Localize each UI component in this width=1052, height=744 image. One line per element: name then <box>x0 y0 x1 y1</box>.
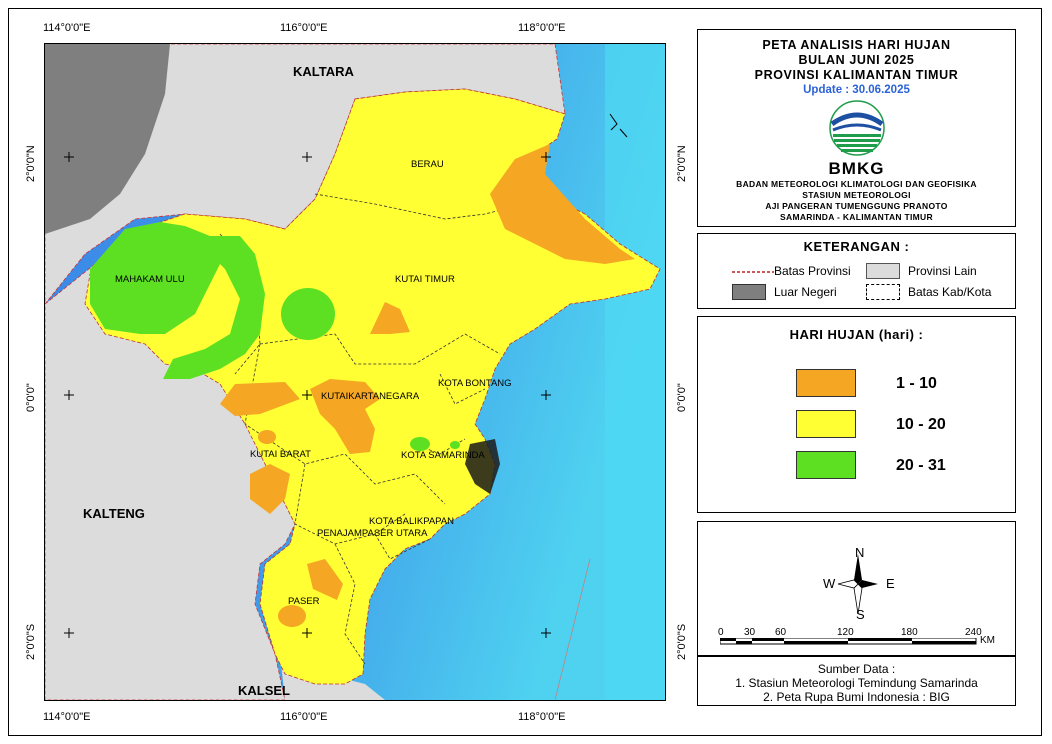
title-line-1: PETA ANALISIS HARI HUJAN <box>762 38 951 52</box>
rain-legend-title: HARI HUJAN (hari) : <box>789 327 924 342</box>
batas-kab-swatch <box>866 284 900 300</box>
mahakam-delta <box>465 439 500 494</box>
label-penajam-paser-utara: PENAJAMPASER UTARA <box>317 528 428 539</box>
scale-tick-120: 120 <box>837 627 854 638</box>
coord-right-2: 0°0'0" <box>676 383 688 412</box>
scale-tick-0: 0 <box>718 627 724 638</box>
compass-e: E <box>886 576 895 591</box>
grid-crosses <box>64 152 551 638</box>
bmkg-wordmark: BMKG <box>828 159 885 178</box>
scale-tick-180: 180 <box>901 627 918 638</box>
batas-provinsi-symbol <box>732 271 774 273</box>
sea-shallow <box>605 44 665 700</box>
coord-top-2: 116°0'0"E <box>280 22 328 34</box>
coord-top-3: 118°0'0"E <box>518 22 566 34</box>
label-kutai-timur: KUTAI TIMUR <box>395 274 455 285</box>
rain-zone-kubar-north <box>220 382 300 416</box>
foreign-area <box>45 44 170 234</box>
islands <box>609 113 628 138</box>
coord-right-3: 2°0'0"S <box>676 623 688 660</box>
rain-zone-samarinda-small <box>450 441 460 449</box>
rain-class-2-swatch <box>796 410 856 438</box>
compass-w: W <box>823 576 836 591</box>
rain-zone-samarinda <box>410 437 430 451</box>
org-line-3: AJI PANGERAN TUMENGGUNG PRANOTO <box>765 201 948 211</box>
label-kutai-barat: KUTAI BARAT <box>250 449 311 460</box>
source-line-2: 2. Peta Rupa Bumi Indonesia : BIG <box>763 690 950 704</box>
source-line-1: 1. Stasiun Meteorologi Temindung Samarin… <box>735 676 978 690</box>
label-kota-balikpapan: KOTA BALIKPAPAN <box>369 516 454 527</box>
scale-tick-240: 240 <box>965 627 982 638</box>
label-kutai-kartanegara: KUTAIKARTANEGARA <box>321 391 420 402</box>
org-line-2: STASIUN METEOROLOGI <box>802 190 911 200</box>
map-svg: KALTARA KALTENG KALSEL BERAU MAHAKAM ULU… <box>45 44 665 700</box>
coord-left-3: 2°0'0"S <box>25 623 37 660</box>
sea-border-line <box>554 558 591 700</box>
coord-left-1: 2°0'0"N <box>25 145 37 182</box>
compass-s: S <box>856 607 865 622</box>
title-line-3: PROVINSI KALIMANTAN TIMUR <box>754 68 959 82</box>
label-kalsel: KALSEL <box>238 683 290 698</box>
rain-class-2-label: 10 - 20 <box>896 416 946 433</box>
rain-zone-ppu <box>307 559 343 600</box>
coord-top-1: 114°0'0"E <box>43 22 91 34</box>
rain-zone-paser <box>278 605 306 627</box>
label-kalteng: KALTENG <box>83 506 145 521</box>
rain-zone-kukar <box>310 379 380 454</box>
rain-class-1-swatch <box>796 369 856 397</box>
map-frame <box>8 8 1042 736</box>
label-berau: BERAU <box>411 159 444 170</box>
rain-zone-kutim <box>370 302 410 334</box>
org-line-1: BADAN METEOROLOGI KLIMATOLOGI DAN GEOFIS… <box>736 179 977 189</box>
legend-title: KETERANGAN : <box>803 239 910 254</box>
label-kota-bontang: KOTA BONTANG <box>438 378 512 389</box>
scale-tick-60: 60 <box>775 627 787 638</box>
coord-bottom-2: 116°0'0"E <box>280 711 328 723</box>
org-line-4: SAMARINDA - KALIMANTAN TIMUR <box>780 212 933 222</box>
map-canvas: KALTARA KALTENG KALSEL BERAU MAHAKAM ULU… <box>44 43 666 701</box>
legend-luar-negeri: Luar Negeri <box>774 285 837 299</box>
luar-negeri-swatch <box>732 284 766 300</box>
bmkg-logo-icon <box>828 100 885 156</box>
rain-legend-panel: HARI HUJAN (hari) : 1 - 10 10 - 20 20 - … <box>697 316 1016 513</box>
coord-bottom-3: 118°0'0"E <box>518 711 566 723</box>
scale-bar <box>720 638 977 645</box>
rain-zone-mahakam-ulu <box>90 222 265 379</box>
title-panel: PETA ANALISIS HARI HUJAN BULAN JUNI 2025… <box>697 29 1016 227</box>
label-paser: PASER <box>288 596 320 607</box>
rain-zone-kubar-south <box>250 464 290 514</box>
label-kota-samarinda: KOTA SAMARINDA <box>401 450 485 461</box>
scale-tick-30: 30 <box>744 627 756 638</box>
update-date: Update : 30.06.2025 <box>803 84 910 96</box>
coord-left-2: 0°0'0" <box>25 383 37 412</box>
compass-n: N <box>855 545 865 560</box>
source-title: Sumber Data : <box>817 662 896 676</box>
legend-panel: KETERANGAN : Batas Provinsi Provinsi Lai… <box>697 233 1016 309</box>
rain-class-1-label: 1 - 10 <box>896 375 937 392</box>
rain-zone-berau-coast <box>490 144 635 264</box>
rain-class-3-swatch <box>796 451 856 479</box>
rain-zone-kutim-west <box>281 288 335 340</box>
legend-batas-kab-kota: Batas Kab/Kota <box>908 285 992 299</box>
rain-class-3-label: 20 - 31 <box>896 457 946 474</box>
label-mahakam-ulu: MAHAKAM ULU <box>115 274 185 285</box>
coord-right-1: 2°0'0"N <box>676 145 688 182</box>
legend-batas-provinsi: Batas Provinsi <box>774 264 851 278</box>
label-kaltara: KALTARA <box>293 64 355 79</box>
title-line-2: BULAN JUNI 2025 <box>798 53 915 67</box>
source-panel: Sumber Data : 1. Stasiun Meteorologi Tem… <box>697 656 1016 706</box>
rain-zone-kubar-small <box>258 430 276 444</box>
compass-rose-icon <box>837 554 878 615</box>
coord-bottom-1: 114°0'0"E <box>43 711 91 723</box>
bmkg-logo <box>698 98 1015 161</box>
legend-provinsi-lain: Provinsi Lain <box>908 264 977 278</box>
provinsi-lain-swatch <box>866 263 900 279</box>
scale-unit: KM <box>980 635 995 646</box>
compass-scale-panel: N S W E 0 30 60 120 180 240 KM <box>697 521 1016 656</box>
